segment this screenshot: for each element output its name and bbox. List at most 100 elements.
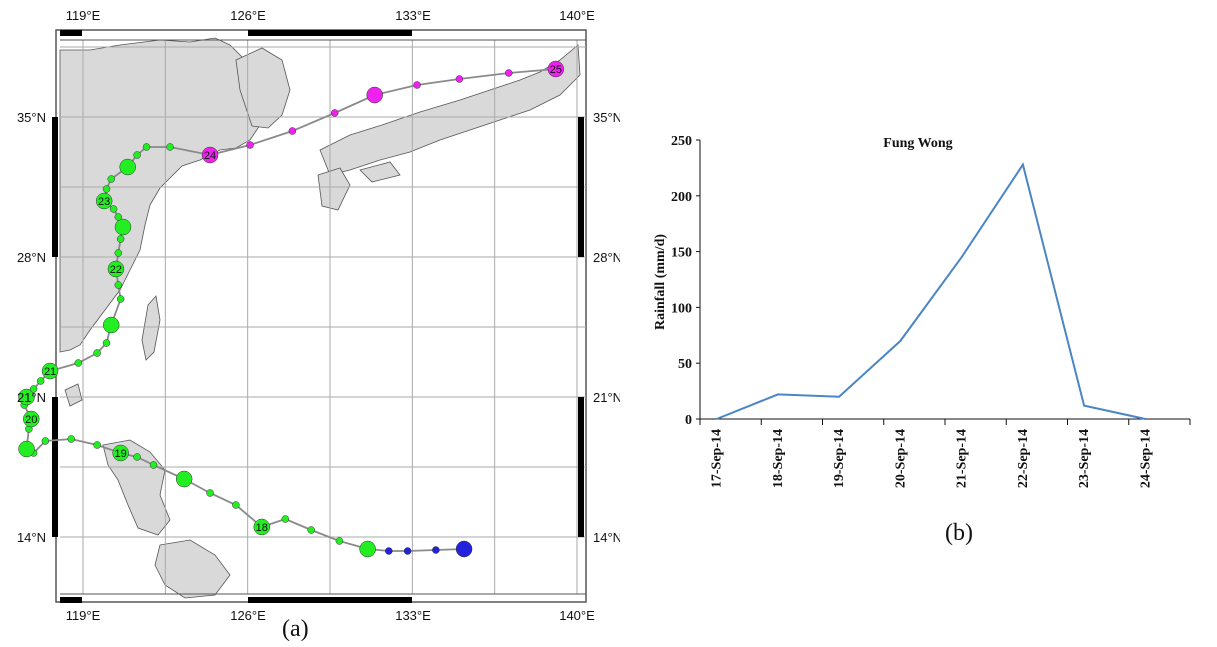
land-shape [319,44,581,176]
track-point [307,526,315,534]
x-tick-label: 21-Sep-14 [955,429,970,488]
typhoon-track-map: 18 19 20 21 22 23 24 25 119°E 126°E 133°E 140°E… [17,8,620,623]
track-point [253,518,271,536]
track-point [107,260,125,278]
track-day-label: 25 [550,64,562,76]
land-shape [317,167,351,211]
lon-label-bottom-4: 140°E [559,608,595,623]
track-point [102,339,111,347]
lon-label-top-1: 119°E [66,8,101,23]
lat-label-left-3: 21°N [17,390,46,405]
track-point [93,349,101,357]
x-tick-label: 18-Sep-14 [771,429,786,488]
track-point [288,127,297,135]
track-point [36,377,45,385]
track-point [281,515,290,523]
track-point [116,295,125,303]
lon-label-bottom-3: 133°E [395,608,431,623]
track-point [116,235,125,243]
x-tick-label: 19-Sep-14 [832,429,847,488]
track-point [330,109,339,117]
track-point [133,453,141,461]
track-point [22,410,40,428]
track-point [455,540,473,558]
track-day-label: 21 [44,366,56,378]
track-point [67,435,75,443]
track-day-label: 23 [98,196,110,208]
track-point [114,218,132,236]
track-point [18,440,35,458]
map-border-bars [52,30,586,603]
land-shape [141,295,161,361]
track-day-label: 18 [256,522,268,534]
y-tick-label: 50 [678,357,692,372]
x-tick-label: 20-Sep-14 [893,429,908,488]
y-tick-label: 250 [671,134,692,149]
lon-label-top-2: 126°E [230,8,266,23]
track-point [201,146,219,164]
track-point [102,316,120,334]
track-point [133,151,141,159]
track-point [119,158,136,176]
lat-label-right-4: 14°N [593,530,620,545]
track-point [18,388,35,406]
track-point [41,437,50,445]
track-point [246,141,254,149]
land-shape [359,161,401,183]
track-point [95,192,113,210]
track-point [455,75,464,83]
x-tick-label: 17-Sep-14 [710,429,725,488]
lon-label-bottom-2: 126°E [230,608,266,623]
track-point [109,205,118,213]
x-tick-label: 23-Sep-14 [1077,429,1092,488]
track-point [166,143,174,151]
lon-label-bottom-1: 119°E [66,608,101,623]
track-point [432,546,440,554]
track-day-label: 24 [204,150,216,162]
track-point [93,441,101,449]
track-point [149,461,158,469]
land-shape [235,47,291,129]
track-day-label: 20 [25,414,37,426]
lat-label-left-2: 28°N [17,250,46,265]
lon-label-top-3: 133°E [395,8,431,23]
track-point [505,69,513,77]
caption-a: (a) [282,616,309,642]
track-point [413,81,421,89]
caption-b: (b) [945,520,973,546]
storm-track: 18 19 20 21 22 23 24 25 [18,60,565,558]
track-point [114,249,123,257]
y-axis-label: Rainfall (mm/d) [653,234,668,330]
y-tick-label: 0 [685,413,692,428]
track-point [114,281,123,289]
track-point [359,540,376,558]
y-tick-label: 200 [671,190,692,205]
track-day-label: 22 [110,264,122,276]
lon-label-top-4: 140°E [559,8,595,23]
map-graticule [60,40,586,594]
track-point [41,362,59,380]
rainfall-series-line [716,162,1146,420]
track-point [232,501,240,509]
track-point [206,489,214,497]
track-point [142,143,151,151]
lat-label-left-4: 14°N [17,530,46,545]
track-point [112,444,129,462]
lat-label-left-1: 35°N [17,110,46,125]
land-shape [64,383,83,407]
land-shape [154,539,231,599]
lat-label-right-1: 35°N [593,110,620,125]
y-tick-label: 150 [671,246,692,261]
track-point [29,385,38,393]
chart-title: Fung Wong [883,136,952,151]
track-point [547,60,565,78]
track-point [366,86,383,104]
track-point [403,547,412,555]
x-tick-label: 24-Sep-14 [1138,429,1153,488]
track-point [335,537,344,545]
track-point [175,470,193,488]
track-point [74,359,83,367]
lat-label-right-2: 28°N [593,250,620,265]
track-point [107,175,115,183]
